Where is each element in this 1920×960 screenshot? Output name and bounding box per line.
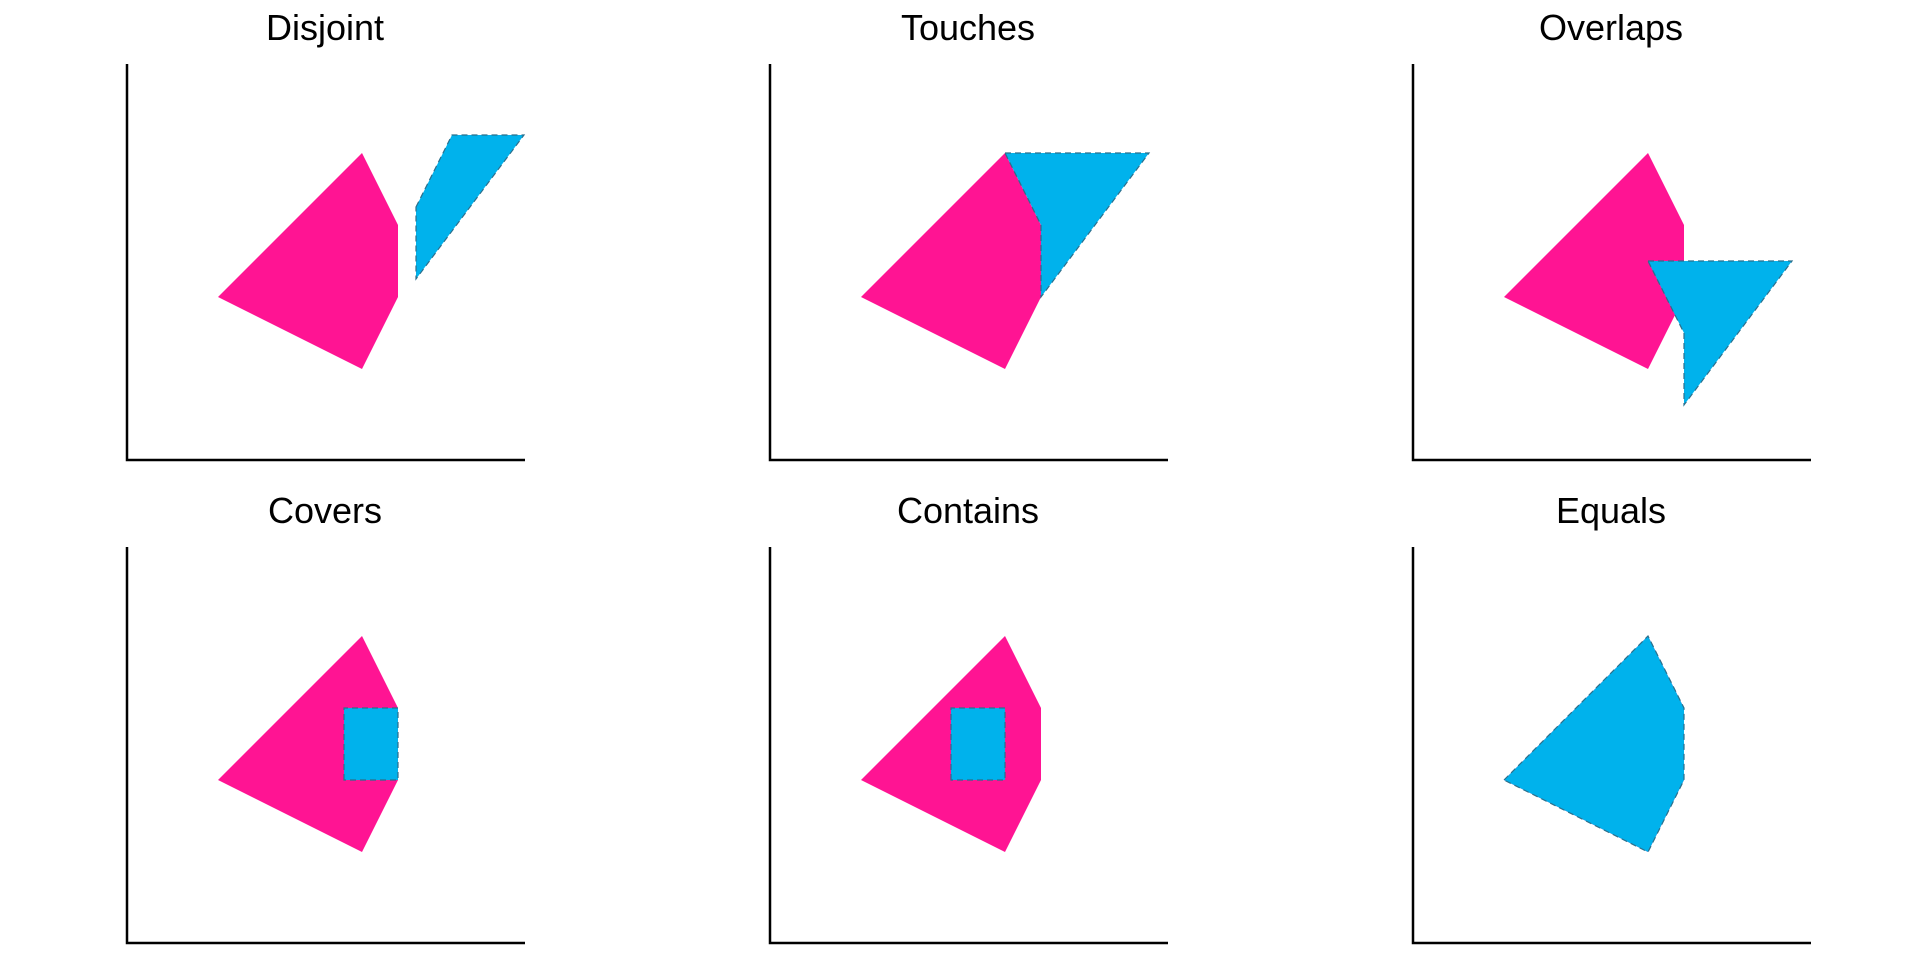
axis-lines [1411, 64, 1811, 462]
panel-equals: Equals [1411, 490, 1811, 945]
axis-lines [768, 64, 1168, 462]
shape-b-polygon [950, 707, 1006, 781]
panel-title: Overlaps [1539, 7, 1683, 48]
shape-a-polygon [1504, 153, 1684, 369]
panel-title: Disjoint [266, 7, 384, 48]
panel-covers: Covers [125, 490, 525, 945]
axis-lines [125, 64, 525, 462]
panel-overlaps: Overlaps [1411, 7, 1811, 462]
panel-title: Covers [268, 490, 382, 531]
shape-a-polygon [861, 153, 1041, 369]
shape-a-polygon [218, 153, 398, 369]
shape-b-polygon [1647, 260, 1794, 407]
panel-contains: Contains [768, 490, 1168, 945]
axis-lines [1411, 547, 1811, 945]
axis-lines [768, 547, 1168, 945]
shape-b-polygon [1502, 634, 1685, 853]
axis-lines [125, 547, 525, 945]
shape-b-polygon [415, 134, 526, 281]
panel-title: Contains [897, 490, 1039, 531]
panel-title: Equals [1556, 490, 1666, 531]
shape-b-polygon [1004, 152, 1151, 299]
shape-a-polygon [218, 636, 398, 852]
panel-title: Touches [901, 7, 1035, 48]
panel-touches: Touches [768, 7, 1168, 462]
shape-b-polygon [343, 707, 399, 781]
panel-disjoint: Disjoint [125, 7, 526, 462]
